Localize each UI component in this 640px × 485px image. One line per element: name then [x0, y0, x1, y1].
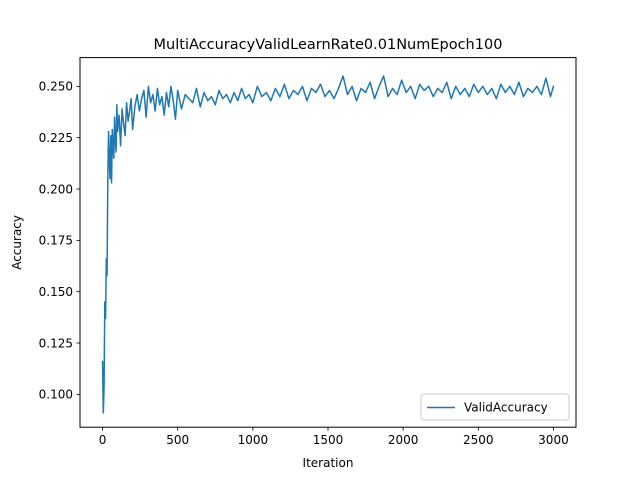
- x-tick-label: 500: [166, 433, 189, 447]
- y-tick-label: 0.225: [39, 131, 73, 145]
- x-axis: 0 500 1000 1500 2000 2500 3000: [99, 427, 569, 447]
- x-tick-label: 0: [99, 433, 107, 447]
- legend-box: [420, 393, 570, 421]
- y-axis-title: Accuracy: [10, 215, 24, 270]
- y-axis: 0.100 0.125 0.150 0.175 0.200 0.225 0.250: [39, 80, 80, 402]
- x-tick-label: 3000: [538, 433, 569, 447]
- x-axis-title: Iteration: [303, 456, 354, 470]
- y-tick-label: 0.200: [39, 182, 73, 196]
- x-tick-label: 1500: [313, 433, 344, 447]
- chart-title: MultiAccuracyValidLearnRate0.01NumEpoch1…: [154, 37, 503, 53]
- y-tick-label: 0.150: [39, 285, 73, 299]
- series-line-validaccuracy: [101, 75, 555, 414]
- y-tick-label: 0.175: [39, 234, 73, 248]
- x-tick-label: 2000: [388, 433, 419, 447]
- y-tick-label: 0.250: [39, 80, 73, 94]
- y-tick-label: 0.100: [39, 388, 73, 402]
- x-tick-label: 1000: [238, 433, 269, 447]
- x-tick-label: 2500: [463, 433, 494, 447]
- series-layer: [101, 75, 555, 414]
- y-tick-label: 0.125: [39, 336, 73, 350]
- legend-label-validaccuracy: ValidAccuracy: [464, 401, 548, 415]
- legend: ValidAccuracy: [420, 393, 570, 421]
